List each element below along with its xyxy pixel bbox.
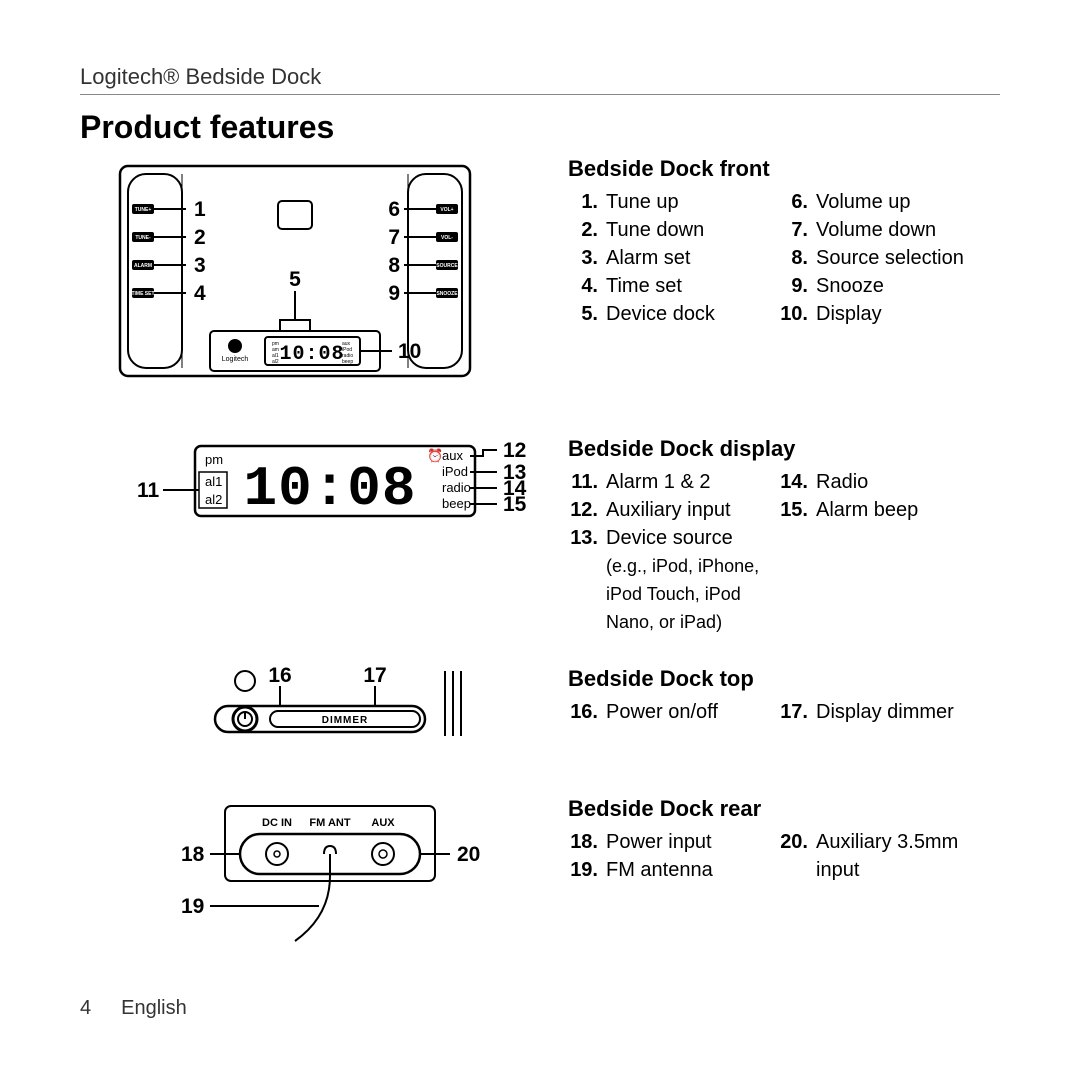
svg-text:20: 20	[457, 843, 480, 866]
svg-text:SOURCE: SOURCE	[436, 263, 458, 269]
svg-text:18: 18	[181, 843, 205, 866]
svg-text:16: 16	[268, 666, 291, 687]
svg-text:pm: pm	[205, 452, 223, 467]
svg-text:TIME SET: TIME SET	[131, 291, 154, 297]
svg-text:al2: al2	[272, 359, 279, 365]
svg-text:4: 4	[194, 282, 206, 305]
svg-text:DIMMER: DIMMER	[322, 715, 369, 726]
svg-text:VOL-: VOL-	[441, 235, 453, 241]
front-list-right: 6.Volume up 7.Volume down 8.Source selec…	[778, 188, 988, 328]
doc-header: Logitech® Bedside Dock	[80, 64, 1000, 95]
svg-text:TUNE-: TUNE-	[135, 235, 151, 241]
svg-text:DC IN: DC IN	[262, 817, 292, 829]
top-list-right: 17.Display dimmer	[778, 698, 988, 726]
display-title: Bedside Dock display	[568, 436, 1010, 462]
svg-text:9: 9	[388, 282, 400, 305]
svg-text:2: 2	[194, 226, 206, 249]
svg-text:10:08: 10:08	[279, 343, 344, 366]
svg-text:radio: radio	[442, 480, 471, 495]
svg-text:SNOOZE: SNOOZE	[436, 291, 458, 297]
footer: 4English	[80, 997, 187, 1020]
svg-text:6: 6	[388, 198, 400, 221]
svg-text:AUX: AUX	[371, 817, 395, 829]
diagram-front: Logitech pm am al1 al2 10:08 aux iPod ra…	[80, 156, 510, 406]
svg-text:aux: aux	[442, 448, 463, 463]
front-list-left: 1.Tune up 2.Tune down 3.Alarm set 4.Time…	[568, 188, 778, 328]
svg-text:⏰: ⏰	[427, 447, 443, 463]
rear-list-left: 18.Power input 19.FM antenna	[568, 828, 778, 884]
svg-text:VOL+: VOL+	[440, 207, 453, 213]
svg-text:19: 19	[181, 895, 204, 918]
diagram-rear: DC IN FM ANT AUX 18 20 19	[105, 796, 535, 946]
svg-text:FM ANT: FM ANT	[309, 817, 350, 829]
display-list-left: 11.Alarm 1 & 2 12.Auxiliary input 13.Dev…	[568, 468, 778, 636]
rear-list-right: 20.Auxiliary 3.5mm input	[778, 828, 988, 884]
svg-text:10: 10	[398, 340, 421, 363]
diagram-top: DIMMER 16 17	[105, 666, 535, 756]
svg-text:17: 17	[363, 666, 386, 687]
svg-text:beep: beep	[442, 496, 471, 511]
svg-text:11: 11	[137, 479, 160, 502]
svg-text:iPod: iPod	[442, 464, 468, 479]
svg-text:TUNE+: TUNE+	[135, 207, 152, 213]
svg-text:al1: al1	[205, 474, 222, 489]
svg-text:beep: beep	[342, 359, 353, 365]
svg-text:5: 5	[289, 268, 301, 291]
svg-text:1: 1	[194, 198, 206, 221]
diagram-display: pm al1 al2 10:08 ⏰ aux iPod radio beep 1…	[105, 436, 535, 536]
svg-text:12: 12	[503, 439, 526, 462]
svg-text:10:08: 10:08	[243, 457, 416, 521]
svg-text:al2: al2	[205, 492, 222, 507]
top-list-left: 16.Power on/off	[568, 698, 778, 726]
svg-text:ALARM: ALARM	[134, 263, 152, 269]
svg-text:15: 15	[503, 493, 527, 516]
svg-text:3: 3	[194, 254, 206, 277]
display-list-right: 14.Radio 15.Alarm beep	[778, 468, 988, 636]
front-title: Bedside Dock front	[568, 156, 1010, 182]
svg-text:8: 8	[388, 254, 400, 277]
page-title: Product features	[80, 109, 1010, 146]
svg-text:Logitech: Logitech	[222, 356, 249, 363]
svg-text:7: 7	[388, 226, 400, 249]
top-title: Bedside Dock top	[568, 666, 1010, 692]
rear-title: Bedside Dock rear	[568, 796, 1010, 822]
